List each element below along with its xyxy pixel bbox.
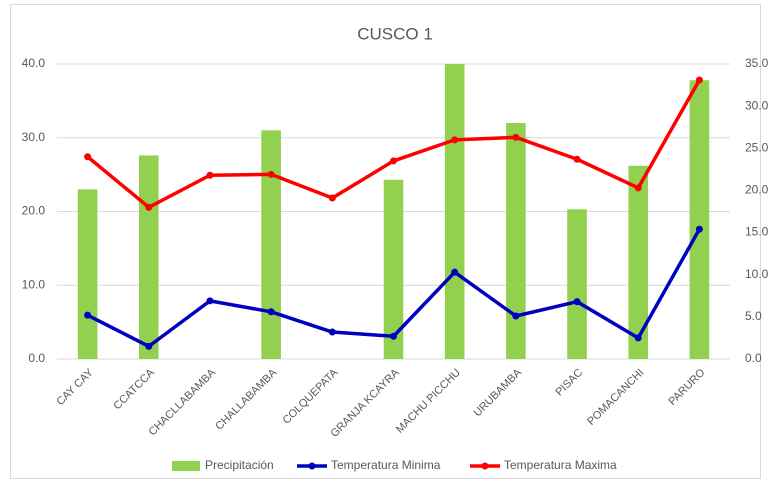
y-tick-label: 30.0	[22, 130, 46, 144]
line-point	[451, 268, 459, 276]
line-point	[512, 133, 520, 141]
y-tick-label: 40.0	[22, 56, 46, 70]
line-point	[145, 203, 153, 211]
y2-tick-label: 35.0	[745, 56, 769, 70]
line-point	[451, 136, 459, 144]
y-tick-label: 20.0	[22, 204, 46, 218]
y2-tick-label: 0.0	[745, 351, 762, 365]
line-point	[695, 225, 703, 233]
line-point	[695, 76, 703, 84]
bar	[506, 123, 526, 359]
y2-tick-label: 30.0	[745, 98, 769, 112]
y-tick-label: 10.0	[22, 277, 46, 291]
line-point	[84, 153, 92, 161]
line-point	[267, 170, 275, 178]
bar	[444, 64, 465, 359]
line-point	[145, 342, 153, 350]
line-point	[634, 334, 642, 342]
y2-tick-label: 20.0	[745, 183, 769, 197]
bar	[138, 155, 159, 359]
bar	[567, 209, 587, 359]
chart-title: CUSCO 1	[357, 24, 433, 43]
legend-swatch	[308, 462, 316, 470]
line-point	[328, 328, 336, 336]
line-point	[206, 297, 214, 305]
line-point	[390, 157, 397, 165]
y2-tick-label: 15.0	[745, 225, 769, 239]
line-point	[390, 332, 397, 340]
y2-tick-label: 5.0	[745, 309, 762, 323]
y2-tick-label: 10.0	[745, 267, 769, 281]
legend-label: Temperatura Maxima	[504, 458, 617, 472]
line-point	[206, 171, 214, 179]
y-tick-label: 0.0	[28, 351, 45, 365]
line-point	[512, 312, 520, 320]
line-point	[267, 308, 275, 316]
legend-swatch	[481, 462, 489, 470]
line-point	[573, 298, 581, 306]
bar	[261, 130, 281, 359]
line-point	[573, 155, 581, 163]
line-point	[84, 311, 92, 319]
legend-label: Temperatura Minima	[331, 458, 441, 472]
legend-swatch	[172, 461, 200, 471]
line-point	[328, 194, 336, 202]
legend-label: Precipitación	[205, 458, 274, 472]
bar	[628, 165, 649, 359]
bar	[77, 189, 98, 359]
bar	[689, 80, 710, 359]
line-point	[634, 184, 642, 192]
y2-tick-label: 25.0	[745, 140, 769, 154]
bar	[383, 179, 404, 359]
